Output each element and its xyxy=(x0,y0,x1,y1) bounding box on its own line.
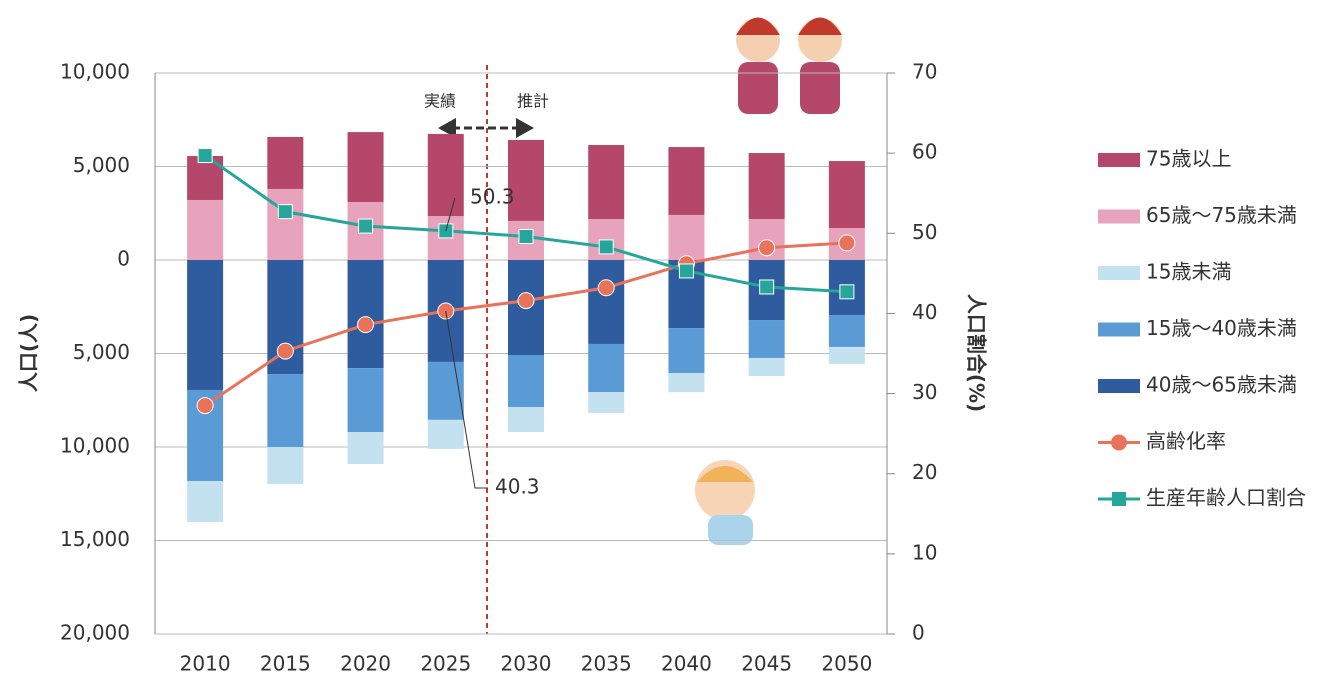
y2-tick-label: 40 xyxy=(912,300,937,324)
bar xyxy=(508,139,544,221)
bar xyxy=(668,328,705,374)
bar xyxy=(748,153,785,220)
y-tick-label: 10,000 xyxy=(60,434,130,458)
y2-axis-title: 人口割合(%) xyxy=(965,294,989,412)
y-axis-title: 人口(人) xyxy=(17,314,41,392)
legend-label: 15歳～40歳未満 xyxy=(1146,316,1297,340)
marker xyxy=(758,239,776,257)
x-tick-label: 2035 xyxy=(581,652,632,676)
x-tick-label: 2040 xyxy=(661,652,712,676)
y2-tick-label: 70 xyxy=(912,60,937,84)
bar xyxy=(347,368,384,433)
bar xyxy=(508,354,544,407)
illustration-elderly xyxy=(736,17,842,114)
annotation: 実績 xyxy=(424,92,456,111)
bar xyxy=(427,419,464,449)
bar xyxy=(508,406,544,433)
y2-tick-label: 10 xyxy=(912,540,937,564)
bar xyxy=(588,144,625,220)
x-tick-label: 2025 xyxy=(420,652,471,676)
legend-label: 40歳～65歳未満 xyxy=(1146,373,1297,397)
y2-tick-label: 20 xyxy=(912,460,937,484)
y-tick-label: 5,000 xyxy=(73,153,130,177)
bar xyxy=(828,346,865,364)
marker xyxy=(597,279,615,297)
bar xyxy=(668,147,705,215)
leader xyxy=(445,310,488,489)
arrow-head xyxy=(438,118,456,138)
bar xyxy=(668,373,705,393)
bar xyxy=(427,133,464,217)
y2-tick-label: 30 xyxy=(912,380,937,404)
legend-swatch xyxy=(1112,492,1126,506)
legend-label: 高齢化率 xyxy=(1146,429,1226,453)
bar xyxy=(267,188,304,260)
annotation: 推計 xyxy=(517,92,549,111)
illustration-baby xyxy=(695,460,755,545)
legend-label: 65歳～75歳未満 xyxy=(1146,203,1297,227)
x-tick-label: 2020 xyxy=(340,652,391,676)
legend-label: 75歳以上 xyxy=(1146,147,1231,171)
marker xyxy=(357,316,375,334)
x-tick-label: 2015 xyxy=(260,652,311,676)
y2-tick-label: 60 xyxy=(912,140,937,164)
marker xyxy=(518,228,534,244)
bar xyxy=(588,392,625,413)
bar xyxy=(828,161,865,229)
marker xyxy=(517,292,535,310)
bar xyxy=(748,357,785,376)
marker xyxy=(839,284,855,300)
leader xyxy=(445,197,456,232)
y-tick-label: 15,000 xyxy=(60,527,130,551)
marker xyxy=(598,239,614,255)
legend-swatch xyxy=(1098,266,1140,280)
y2-tick-label: 0 xyxy=(912,621,925,645)
y-tick-label: 10,000 xyxy=(60,60,130,84)
legend-swatch xyxy=(1111,434,1127,451)
arrow-head xyxy=(516,118,534,138)
bar xyxy=(427,361,464,420)
legend-label: 15歳未満 xyxy=(1146,260,1231,284)
bar xyxy=(828,314,865,347)
bar xyxy=(267,447,304,485)
legend-swatch xyxy=(1098,153,1140,167)
marker xyxy=(838,234,856,252)
annotation: 40.3 xyxy=(495,475,540,499)
marker xyxy=(196,397,214,415)
bar xyxy=(267,374,304,447)
bar xyxy=(347,132,384,203)
bar xyxy=(588,260,625,344)
bar xyxy=(187,199,224,260)
marker xyxy=(277,204,293,220)
bar xyxy=(347,432,384,465)
x-tick-label: 2010 xyxy=(180,652,231,676)
x-tick-label: 2050 xyxy=(821,652,872,676)
legend-swatch xyxy=(1098,379,1140,393)
bar xyxy=(748,320,785,358)
bar xyxy=(187,260,224,390)
bar xyxy=(668,214,705,260)
y-tick-label: 20,000 xyxy=(60,621,130,645)
y2-tick-label: 50 xyxy=(912,220,937,244)
bar xyxy=(588,343,625,393)
marker xyxy=(358,218,374,234)
annotation: 50.3 xyxy=(470,185,515,209)
legend-swatch xyxy=(1098,209,1140,224)
legend-label: 生産年齢人口割合 xyxy=(1146,486,1306,510)
marker xyxy=(759,279,775,295)
x-tick-label: 2030 xyxy=(501,652,552,676)
y-tick-label: 5,000 xyxy=(73,340,130,364)
bar xyxy=(267,136,304,189)
y-tick-label: 0 xyxy=(117,247,130,271)
bar xyxy=(347,260,384,369)
marker xyxy=(276,342,294,360)
marker xyxy=(678,263,694,279)
bar xyxy=(187,481,224,522)
marker xyxy=(197,148,213,164)
legend-swatch xyxy=(1098,322,1140,337)
x-tick-label: 2045 xyxy=(741,652,792,676)
